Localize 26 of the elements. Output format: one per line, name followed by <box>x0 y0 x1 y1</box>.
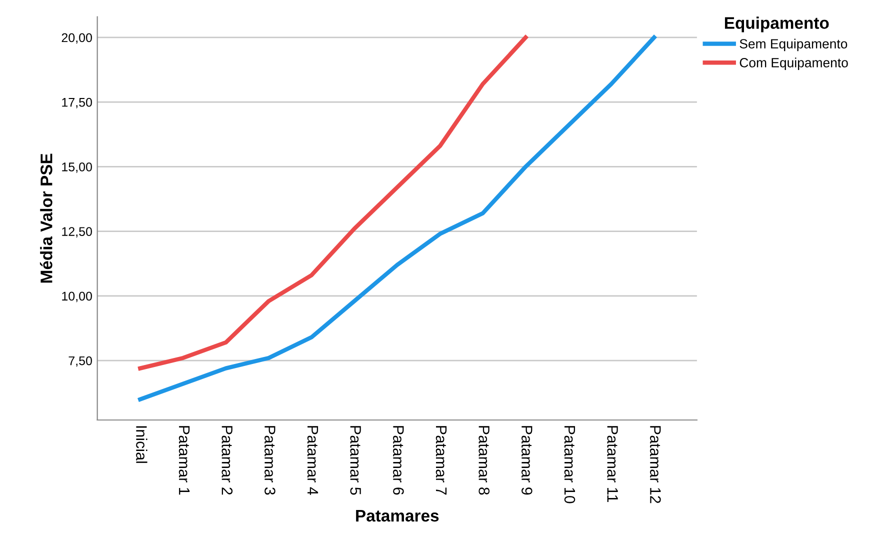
x-tick-label: Patamar 1 <box>178 426 190 495</box>
x-tick-label: Patamar 3 <box>264 426 276 495</box>
line-series <box>138 35 656 402</box>
line-series <box>138 35 528 370</box>
x-tick-label: Patamar 12 <box>650 426 661 504</box>
x-tick-label: Patamar 2 <box>222 426 233 495</box>
x-tick-label: Patamar 11 <box>607 426 618 502</box>
y-tick-label: 7,50 <box>68 356 92 367</box>
y-tick-label: 10,00 <box>62 292 92 302</box>
y-axis-title: Média Valor PSE <box>40 154 52 283</box>
legend-label: Sem Equipamento <box>740 38 848 52</box>
y-tick-label: 15,00 <box>62 162 92 173</box>
y-tick-label: 17,50 <box>62 98 92 108</box>
y-tick-label: 12,50 <box>62 227 92 238</box>
y-tick-label: 20,00 <box>62 33 92 44</box>
x-tick-label: Patamar 6 <box>393 426 404 495</box>
x-tick-label: Inicial <box>136 426 148 463</box>
x-tick-label: Patamar 4 <box>307 426 318 495</box>
legend-label: Com Equipamento <box>740 58 848 70</box>
x-tick-label: Patamar 5 <box>350 426 361 495</box>
x-tick-label: Patamar 8 <box>478 426 490 495</box>
x-axis-title: Patamares <box>356 510 439 522</box>
x-tick-label: Patamar 9 <box>522 426 532 495</box>
x-tick-label: Patamar 7 <box>436 426 447 495</box>
x-tick-label: Patamar 10 <box>564 426 576 504</box>
legend-title: Equipamento <box>724 16 829 32</box>
